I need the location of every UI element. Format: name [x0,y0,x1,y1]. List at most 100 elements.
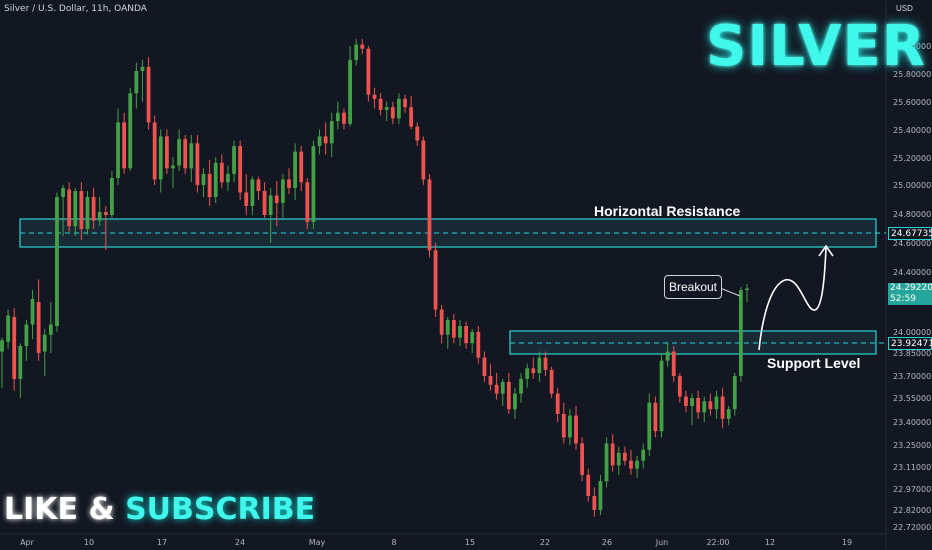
candle-body [433,250,438,310]
candle [445,317,450,349]
candle-body [335,112,340,122]
candle [342,108,346,130]
candle-body [745,288,749,290]
candle [323,122,328,155]
candle-body [415,126,420,141]
candle-body [140,66,145,72]
time-tick-label: 24 [235,538,245,547]
candle-body [164,136,169,169]
candle-body [549,369,554,394]
price-tick-label: 23.40000 [893,418,931,427]
time-tick-label: 17 [157,538,167,547]
candle [244,173,249,215]
candle [317,129,322,155]
zones-layer [19,218,886,355]
candle [525,363,530,388]
candle [580,437,585,482]
candle-body [482,357,487,376]
candle [494,372,499,400]
candle [12,308,17,391]
candle-body [513,393,517,410]
price-tick-label: 25.00000 [893,181,931,190]
candle-body [238,146,243,193]
candle-body [641,449,646,461]
breakout-pointer [719,287,741,297]
like-subscribe-banner[interactable]: LIKE & SUBSCRIBE [4,492,315,527]
price-tick-label: 23.55000 [893,394,931,403]
candle [110,171,114,218]
candle-body [604,443,609,482]
candle-body [67,189,72,227]
candle [55,192,59,332]
candle-body [226,173,230,183]
candle-body [739,290,743,376]
candle-body [73,191,78,227]
time-tick-label: 22 [540,538,550,547]
price-tick-label: 23.70000 [893,372,931,381]
projection-curve-arrow [758,247,827,351]
price-tick-label: 23.25000 [893,441,931,450]
price-tick-label: 25.80000 [893,70,931,79]
candle-body [262,191,267,215]
candle-body [445,320,450,335]
chart-title: SILVER [706,14,926,79]
time-tick-label: 12 [765,538,775,547]
candle [641,443,646,469]
candle [616,446,621,475]
candle [219,154,224,188]
candle-body [726,409,731,419]
candle-body [91,197,96,221]
price-tick-label: 23.85000 [893,349,931,358]
candle [732,372,737,416]
candle-body [384,107,389,110]
candle [714,390,719,419]
candle [268,188,273,243]
price-tick-label: 24.60000 [893,239,931,248]
candle-body [134,71,139,94]
time-axis[interactable]: Apr 10 17 24 May 8 15 22 26 Jun 22:00 12 19 [20,538,852,547]
candle [427,173,432,258]
candle [24,320,29,361]
candle-body [525,368,530,379]
candle-body [586,474,591,496]
candle [299,146,304,191]
candle-body [0,340,4,352]
candle-body [85,197,90,229]
candle-body [494,384,499,394]
candle [677,372,682,403]
candle [207,159,212,206]
subscribe-text: SUBSCRIBE [125,492,316,527]
candle [549,366,554,398]
candle-body [30,299,35,325]
annotation-layer [719,244,834,351]
price-tick-label: 22.82000 [893,506,931,515]
candle [195,134,200,193]
candle-body [702,401,707,413]
candle [189,134,194,183]
candle-body [274,195,279,203]
price-axis[interactable]: 26.00000 25.80000 25.60000 25.40000 25.20000… [893,42,931,532]
candle [537,351,542,382]
candle-body [568,415,572,438]
price-tick-label: 25.40000 [893,126,931,135]
candle [531,357,536,379]
candle [128,87,133,172]
time-tick-label: Jun [655,538,669,547]
candle [653,396,658,438]
candle [439,305,444,344]
candle [262,182,267,218]
price-tick-label: 22.97000 [893,485,931,494]
candle [97,197,102,227]
candle-body [598,481,603,510]
time-tick-label: May [309,538,326,547]
candle-body [427,179,432,251]
candle [397,93,401,124]
candle-body [158,136,163,180]
candle-body [574,415,578,444]
candle [635,456,639,478]
candle-body [671,351,676,376]
candle [604,437,609,488]
candle-body [342,112,346,124]
candle [451,314,456,344]
